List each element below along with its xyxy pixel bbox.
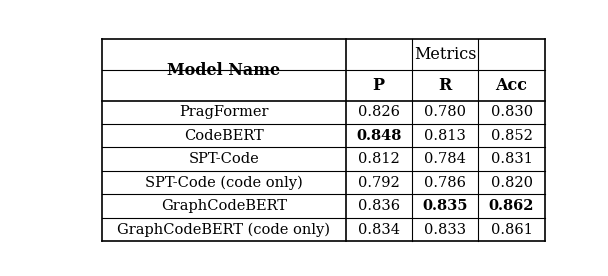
Text: PragFormer: PragFormer xyxy=(179,105,269,119)
Text: 0.836: 0.836 xyxy=(358,199,400,213)
Text: R: R xyxy=(438,77,452,94)
Text: 0.852: 0.852 xyxy=(491,129,533,143)
Text: 0.834: 0.834 xyxy=(358,223,399,237)
Text: SPT-Code: SPT-Code xyxy=(188,152,259,166)
Text: 0.780: 0.780 xyxy=(424,105,466,119)
Text: 0.862: 0.862 xyxy=(489,199,534,213)
Text: SPT-Code (code only): SPT-Code (code only) xyxy=(145,176,303,190)
Text: 0.826: 0.826 xyxy=(358,105,399,119)
Text: 0.835: 0.835 xyxy=(423,199,468,213)
Text: CodeBERT: CodeBERT xyxy=(184,129,264,143)
Text: Acc: Acc xyxy=(496,77,528,94)
Text: 0.833: 0.833 xyxy=(424,223,466,237)
Text: 0.812: 0.812 xyxy=(358,152,399,166)
Text: P: P xyxy=(373,77,385,94)
Text: 0.820: 0.820 xyxy=(491,176,533,190)
Text: GraphCodeBERT (code only): GraphCodeBERT (code only) xyxy=(117,222,330,237)
Text: 0.792: 0.792 xyxy=(358,176,399,190)
Text: 0.830: 0.830 xyxy=(491,105,533,119)
Text: Model Name: Model Name xyxy=(167,62,280,78)
Text: 0.813: 0.813 xyxy=(424,129,466,143)
Text: 0.784: 0.784 xyxy=(424,152,466,166)
Text: 0.848: 0.848 xyxy=(356,129,401,143)
Text: GraphCodeBERT: GraphCodeBERT xyxy=(161,199,287,213)
Text: Metrics: Metrics xyxy=(414,46,477,63)
Text: 0.786: 0.786 xyxy=(424,176,466,190)
Text: 0.831: 0.831 xyxy=(491,152,533,166)
Text: 0.861: 0.861 xyxy=(491,223,533,237)
